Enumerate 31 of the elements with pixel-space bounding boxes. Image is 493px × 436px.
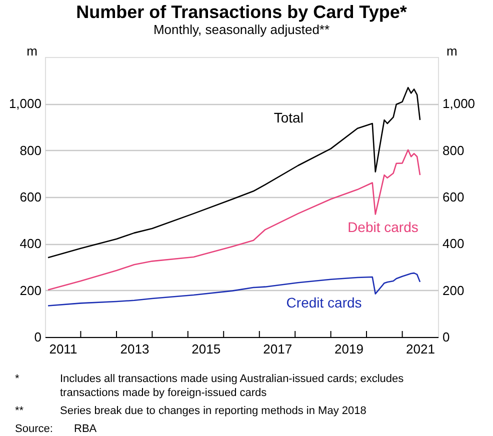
x-tick-label: 2019	[334, 342, 364, 356]
chart-title: Number of Transactions by Card Type*	[76, 2, 407, 22]
line-series	[47, 149, 421, 291]
chart-subtitle: Monthly, seasonally adjusted**	[153, 22, 330, 37]
line-series	[47, 272, 421, 306]
y2-tick-label: 600	[442, 190, 464, 204]
series-label: Credit cards	[286, 294, 362, 310]
series-label: Debit cards	[348, 218, 418, 235]
x-tick-label: 2021	[406, 342, 435, 356]
y-tick-label: 200	[20, 282, 42, 298]
x-tick-label: 2015	[192, 342, 221, 356]
line-series	[47, 86, 421, 258]
text: Source: RBA	[15, 423, 97, 435]
text: ** Series break due to changes in reporting methods in May 2018	[15, 405, 366, 417]
x-tick-label: 2011	[49, 342, 78, 356]
y-tick-label: 800	[20, 142, 42, 158]
text: Total	[274, 110, 304, 126]
y-tick-label: 600	[20, 190, 42, 204]
y2-tick-label: 400	[442, 236, 464, 252]
y-tick-label: 1,000	[8, 96, 42, 112]
y-axis-title: m	[26, 44, 38, 58]
y2-tick-label: 200	[442, 282, 464, 298]
y-tick-label: 400	[20, 236, 42, 252]
x-tick-label: 2013	[120, 342, 150, 356]
x-tick-label: 2017	[263, 342, 292, 356]
y2-axis-title: m	[446, 44, 458, 58]
y2-tick-label: 0	[442, 330, 450, 344]
y2-tick-label: 1,000	[442, 96, 476, 112]
text: * Includes all transactions made using Australian-issued cards; excludes transactions made by foreign-issued cards	[15, 373, 404, 399]
y-tick-label: 0	[34, 330, 42, 344]
y2-tick-label: 800	[442, 142, 464, 158]
